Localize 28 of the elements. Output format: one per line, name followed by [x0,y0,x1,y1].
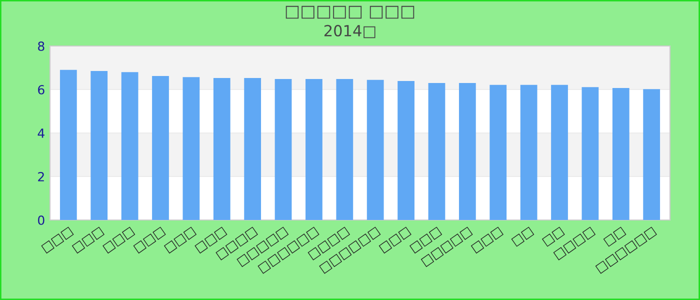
bar [336,79,354,220]
bar [244,78,262,220]
bar [274,79,292,220]
bar [582,87,599,220]
bar [520,84,538,220]
bar [366,80,384,220]
bar [60,70,77,220]
bar [428,82,446,220]
bar [643,89,660,220]
x-tick-label: □□ [511,226,534,247]
y-tick-label: 8 [38,41,44,51]
bar [490,84,507,220]
bar [398,81,414,220]
bar [182,77,200,220]
chart-title: □□□□□ □□□ [286,6,414,19]
y-tick-label: 2 [38,172,44,182]
bar [306,79,322,220]
bar [612,88,630,220]
y-tick-label: 4 [38,128,44,138]
y-tick-label: 6 [38,84,44,94]
bar [458,82,476,220]
bar [213,78,230,220]
bar [90,71,108,220]
bar [152,76,169,220]
bar [121,72,138,220]
chart-subtitle: 2014□ [324,24,376,38]
bar [551,84,568,220]
y-tick-label: 0 [38,215,44,225]
